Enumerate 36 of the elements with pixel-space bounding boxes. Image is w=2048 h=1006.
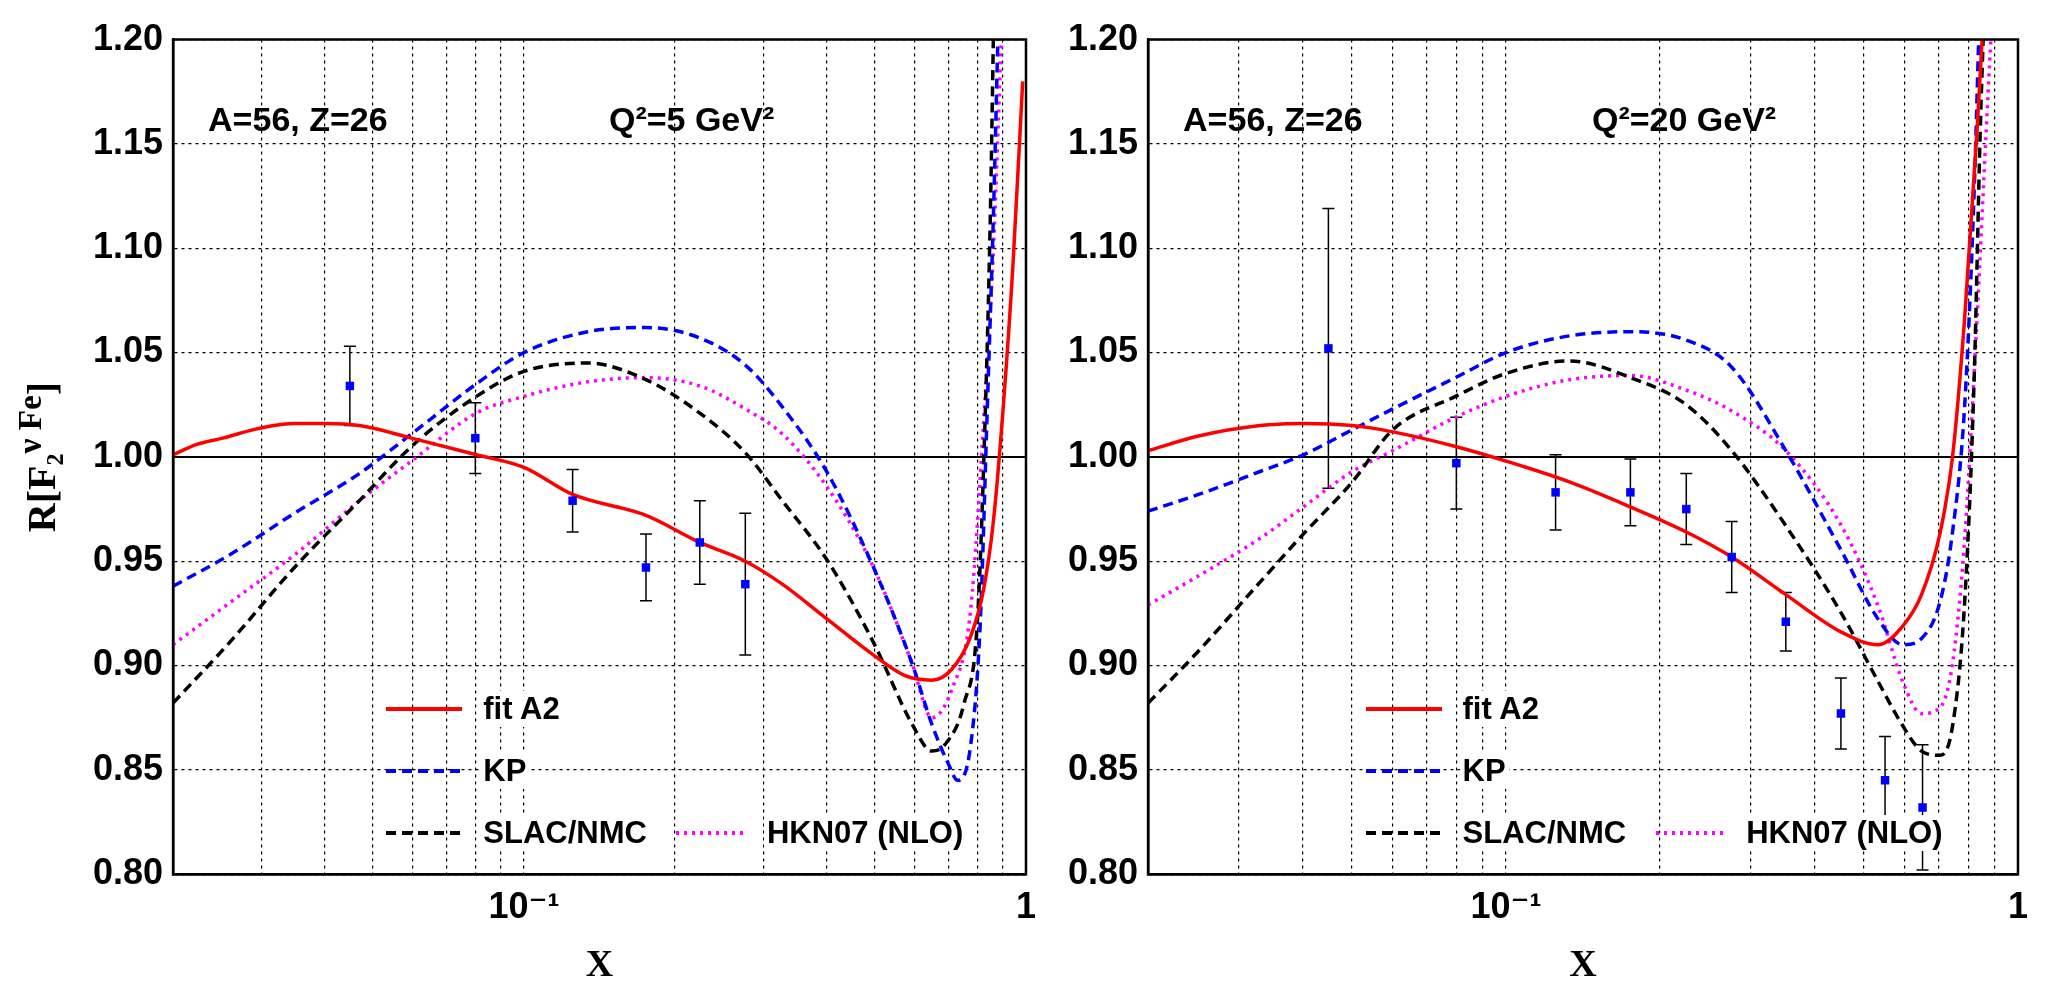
x-axis-title: X bbox=[585, 942, 614, 985]
y-tick-label: 1.20 bbox=[92, 16, 164, 58]
y-tick-label: 1.10 bbox=[92, 225, 164, 267]
legend-label: HKN07 (NLO) bbox=[1743, 815, 1946, 852]
y-tick-label: 0.90 bbox=[92, 642, 164, 684]
y-tick-label: 1.20 bbox=[1067, 16, 1139, 58]
y-tick-label: 1.15 bbox=[92, 120, 164, 162]
y-tick-label: 0.95 bbox=[92, 538, 164, 580]
legend-label: KP bbox=[480, 753, 530, 790]
y-tick-label: 1.15 bbox=[1067, 120, 1139, 162]
legend-label: fit A2 bbox=[1459, 691, 1542, 728]
legend-label: HKN07 (NLO) bbox=[763, 815, 967, 852]
annotation: A=56, Z=26 bbox=[1183, 99, 1363, 138]
legend-label: fit A2 bbox=[480, 691, 563, 728]
y-tick-label: 0.90 bbox=[1067, 642, 1139, 684]
x-tick-label: 1 bbox=[1015, 884, 1036, 926]
annotation: Q²=20 GeV² bbox=[1591, 99, 1777, 138]
annotation: Q²=5 GeV² bbox=[608, 99, 775, 138]
x-axis-title: X bbox=[1569, 942, 1597, 985]
y-tick-label: 1.10 bbox=[1067, 225, 1139, 267]
annotation: A=56, Z=26 bbox=[208, 99, 388, 138]
legend-label: SLAC/NMC bbox=[480, 815, 650, 852]
x-tick-label: 10⁻¹ bbox=[1470, 884, 1542, 926]
y-tick-label: 1.00 bbox=[1067, 433, 1139, 475]
y-tick-label: 0.80 bbox=[1067, 851, 1139, 893]
y-tick-label: 0.85 bbox=[1067, 746, 1139, 788]
y-tick-label: 1.00 bbox=[92, 433, 164, 475]
x-tick-label: 10⁻¹ bbox=[488, 884, 560, 926]
legend-label: KP bbox=[1459, 753, 1509, 790]
y-tick-label: 1.05 bbox=[92, 329, 164, 371]
y-tick-label: 0.95 bbox=[1067, 538, 1139, 580]
y-tick-label: 0.80 bbox=[92, 851, 164, 893]
y-tick-label: 1.05 bbox=[1067, 329, 1139, 371]
y-tick-label: 0.85 bbox=[92, 746, 164, 788]
legend-label: SLAC/NMC bbox=[1459, 815, 1630, 852]
x-tick-label: 1 bbox=[2007, 884, 2028, 926]
